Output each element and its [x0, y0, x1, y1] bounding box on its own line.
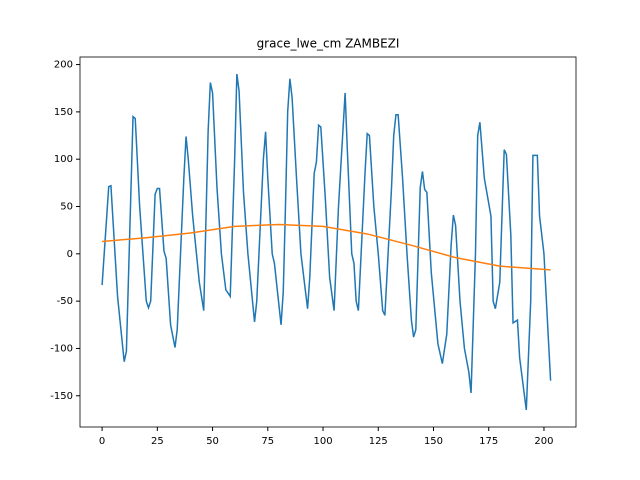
y-tick-label: 0 [67, 249, 73, 260]
y-tick-label: 200 [54, 60, 73, 71]
y-tick-label: 150 [54, 107, 73, 118]
x-tick-label: 25 [151, 436, 164, 447]
line-series [101, 73, 552, 411]
x-tick-label: 100 [313, 436, 332, 447]
y-tick-label: -100 [50, 343, 73, 354]
x-tick-label: 75 [261, 436, 274, 447]
x-tick-label: 200 [534, 436, 553, 447]
x-tick-label: 50 [206, 436, 219, 447]
y-tick-label: 50 [60, 202, 73, 213]
line-series [102, 223, 551, 271]
chart-title: grace_lwe_cm ZAMBEZI [257, 37, 400, 51]
y-tick-label: -50 [57, 296, 73, 307]
plot-frame [79, 56, 577, 428]
x-tick-label: 150 [424, 436, 443, 447]
y-tick-label: 100 [54, 154, 73, 165]
x-tick-label: 175 [479, 436, 498, 447]
x-tick-label: 0 [99, 436, 105, 447]
x-tick-label: 125 [369, 436, 388, 447]
y-tick-label: -150 [50, 391, 73, 402]
